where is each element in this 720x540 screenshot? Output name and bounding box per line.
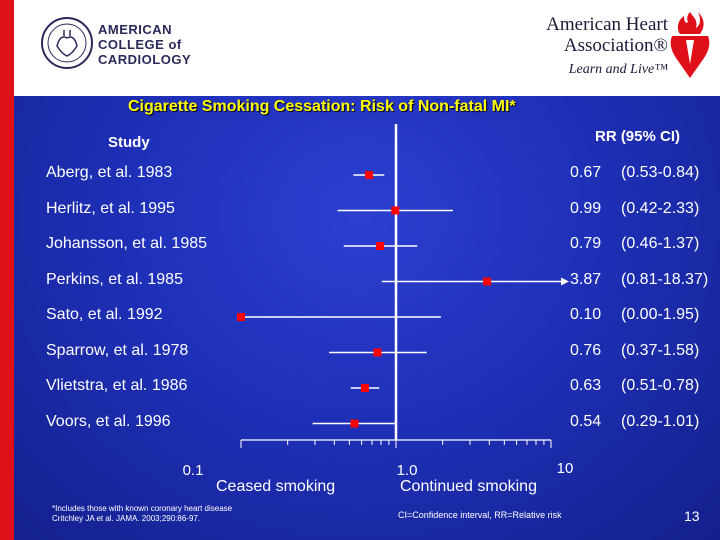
study-name: Johansson, et al. 1985 [46, 235, 208, 252]
acc-seal-logo [41, 17, 93, 69]
header-banner [14, 0, 720, 96]
x-tick-label: 1.0 [396, 462, 418, 479]
aha-line-2: Association® [563, 35, 668, 56]
rr-column-header: RR (95% CI) [594, 128, 680, 145]
rr-value: 0.99 [570, 199, 602, 217]
ci-value: (0.51-0.78) [621, 377, 700, 394]
acc-line-1: AMERICAN [98, 22, 173, 37]
x-label-ceased: Ceased smoking [216, 478, 336, 495]
rr-value: 0.76 [570, 341, 602, 359]
footnote-line-1: *Includes those with known coronary hear… [52, 504, 233, 513]
acc-wordmark: AMERICAN COLLEGE of CARDIOLOGY [98, 22, 191, 67]
x-tick-label: 10 [556, 460, 574, 477]
ci-arrow [561, 277, 569, 286]
rr-marker [376, 242, 385, 250]
rr-value: 0.67 [570, 164, 602, 181]
rr-value: 0.54 [570, 412, 602, 430]
ci-value: (0.81-18.37) [621, 270, 709, 288]
rr-value: 0.63 [570, 377, 602, 394]
study-column-header: Study [108, 134, 150, 151]
acc-line-2: COLLEGE of [98, 37, 182, 52]
ci-value: (0.42-2.33) [621, 199, 700, 217]
ci-value: (0.29-1.01) [621, 412, 700, 430]
heart-torch-icon [670, 12, 710, 78]
ci-value: (0.53-0.84) [621, 164, 700, 181]
study-name: Herlitz, et al. 1995 [46, 199, 175, 217]
rr-marker [373, 348, 382, 357]
rr-value: 0.10 [570, 306, 602, 323]
abbreviation-legend: CI=Confidence interval, RR=Relative risk [398, 510, 562, 520]
study-name: Vlietstra, et al. 1986 [46, 377, 188, 394]
x-label-continued: Continued smoking [400, 478, 537, 495]
rr-marker [365, 171, 374, 179]
rr-value: 0.79 [570, 235, 602, 252]
slide-title: Cigarette Smoking Cessation: Risk of Non… [128, 98, 516, 115]
red-side-bar [0, 0, 14, 540]
study-name: Perkins, et al. 1985 [46, 270, 183, 288]
page-number: 13 [684, 508, 700, 524]
rr-marker [360, 384, 369, 392]
footnote-line-2: Critchley JA et al. JAMA. 2003;290:86-97… [52, 514, 201, 523]
study-name: Sato, et al. 1992 [46, 306, 163, 323]
study-name: Sparrow, et al. 1978 [46, 341, 189, 359]
rr-marker [237, 313, 245, 321]
aha-tagline: Learn and Live™ [568, 62, 668, 77]
rr-marker [391, 206, 400, 215]
acc-line-3: CARDIOLOGY [98, 52, 192, 67]
rr-value: 3.87 [570, 270, 602, 288]
ci-value: (0.00-1.95) [621, 306, 700, 323]
study-name: Aberg, et al. 1983 [46, 164, 173, 181]
rr-marker [350, 419, 359, 428]
aha-wordmark: American Heart Association® [520, 14, 668, 56]
aha-line-1: American Heart [546, 14, 668, 35]
rr-marker [483, 277, 492, 286]
footnote: *Includes those with known coronary hear… [52, 504, 232, 524]
ci-value: (0.37-1.58) [621, 341, 700, 359]
ci-value: (0.46-1.37) [621, 235, 700, 252]
x-tick-label: 0.1 [182, 462, 204, 479]
study-name: Voors, et al. 1996 [46, 412, 171, 430]
